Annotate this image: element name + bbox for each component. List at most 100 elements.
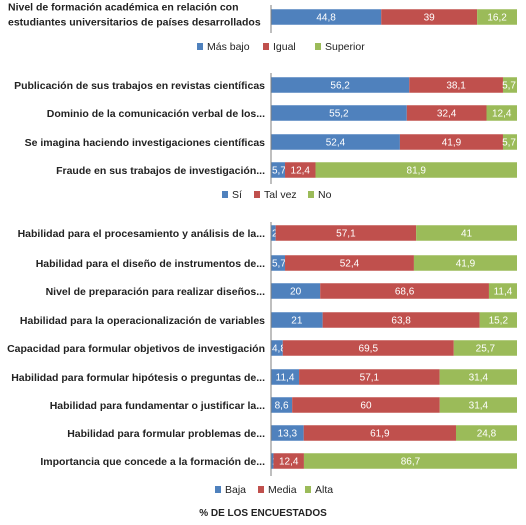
- data-label: 52,4: [326, 138, 346, 149]
- data-label: 61,9: [370, 429, 390, 440]
- data-label: 41,9: [442, 138, 462, 149]
- bar-segment: [271, 425, 304, 441]
- category-label: Nivel de formación académica en relación…: [8, 2, 239, 14]
- bar-segment: [271, 397, 293, 413]
- data-label: 31,4: [469, 401, 489, 412]
- bar-segment: [271, 312, 323, 328]
- category-label: Habilidad para el diseño de instrumentos…: [36, 258, 265, 270]
- data-label: 5,7: [272, 166, 286, 177]
- category-label: Dominio de la comunicación verbal de los…: [47, 108, 265, 120]
- legend-entry: Más bajo: [207, 41, 250, 53]
- data-label: 52,4: [340, 259, 360, 270]
- legend-swatch: [215, 486, 221, 493]
- bar-segment: [477, 9, 517, 25]
- data-label: 55,2: [329, 109, 349, 120]
- bar-segment: [502, 77, 517, 93]
- legend-swatch: [315, 43, 321, 50]
- bar-segment: [416, 225, 517, 241]
- legend-entry: Sí: [232, 189, 242, 201]
- legend-entry: Baja: [225, 484, 246, 496]
- data-label: 5,7: [502, 81, 516, 92]
- data-label: 12,4: [291, 166, 311, 177]
- bar-segment: [453, 340, 517, 356]
- data-label: 4,8: [272, 344, 286, 355]
- bar-segment: [399, 134, 503, 150]
- data-label: 8,6: [275, 401, 289, 412]
- bar-segment: [409, 77, 503, 93]
- bar-segment: [285, 162, 316, 178]
- bar-segment: [271, 105, 407, 121]
- data-label: 32,4: [437, 109, 457, 120]
- category-label: Fraude en sus trabajos de investigación.…: [56, 165, 265, 177]
- data-label: 60: [360, 401, 372, 412]
- data-label: 41,9: [456, 259, 476, 270]
- bar-segment: [455, 425, 517, 441]
- category-label: Se imagina haciendo investigaciones cien…: [25, 137, 266, 149]
- legend-entry: Media: [268, 484, 297, 496]
- bar-segment: [292, 397, 440, 413]
- data-label: 2: [272, 229, 278, 240]
- legend-entry: Igual: [273, 41, 296, 53]
- legend-swatch: [305, 486, 311, 493]
- category-label: Publicación de sus trabajos en revistas …: [14, 80, 265, 92]
- legend-swatch: [258, 486, 264, 493]
- data-label: 41: [461, 229, 473, 240]
- bar-segment: [320, 283, 489, 299]
- bar-segment: [282, 340, 454, 356]
- data-label: 15,2: [489, 316, 509, 327]
- category-label: Habilidad para la operacionalización de …: [20, 315, 265, 327]
- category-label: estudiantes universitarios de países des…: [8, 17, 261, 29]
- bar-segment: [303, 453, 517, 469]
- data-label: 38,1: [446, 81, 466, 92]
- legend-swatch: [197, 43, 203, 50]
- bar-segment: [271, 9, 382, 25]
- legend-entry: No: [318, 189, 332, 201]
- bar-segment: [406, 105, 487, 121]
- data-label: 12,4: [492, 109, 512, 120]
- category-label: Importancia que concede a la formación d…: [40, 456, 265, 468]
- legend-swatch: [308, 191, 314, 198]
- bar-segment: [315, 162, 517, 178]
- legend-entry: Tal vez: [264, 189, 297, 201]
- bar-segment: [273, 453, 304, 469]
- data-label: 13,3: [278, 429, 298, 440]
- bar-segment: [285, 255, 414, 271]
- bar-segment: [439, 369, 517, 385]
- data-label: 63,8: [391, 316, 411, 327]
- bar-segment: [486, 105, 517, 121]
- data-label: 20: [290, 287, 302, 298]
- bar-segment: [479, 312, 517, 328]
- bar-segment: [271, 283, 321, 299]
- chart-panel-1: Nivel de formación académica en relación…: [8, 2, 517, 53]
- data-label: 69,5: [359, 344, 379, 355]
- data-label: 5,7: [502, 138, 516, 149]
- bar-segment: [488, 283, 517, 299]
- category-label: Habilidad para formular problemas de...: [67, 428, 265, 440]
- bar-segment: [322, 312, 480, 328]
- data-label: 31,4: [469, 373, 489, 384]
- category-label: Habilidad para formular hipótesis o preg…: [11, 372, 265, 384]
- category-label: Nivel de preparación para realizar diseñ…: [46, 286, 266, 298]
- bar-segment: [271, 453, 274, 469]
- legend-entry: Superior: [325, 41, 365, 53]
- data-label: 24,8: [477, 429, 497, 440]
- data-label: 5,7: [272, 259, 286, 270]
- data-label: 16,2: [487, 13, 507, 24]
- category-label: Capacidad para formular objetivos de inv…: [7, 343, 265, 355]
- bar-segment: [271, 77, 410, 93]
- data-label: 11,4: [276, 373, 295, 384]
- bar-segment: [271, 162, 286, 178]
- data-label: 57,1: [360, 373, 380, 384]
- bar-segment: [271, 134, 400, 150]
- bar-segment: [381, 9, 478, 25]
- legend-swatch: [263, 43, 269, 50]
- data-label: 21: [291, 316, 303, 327]
- data-label: 25,7: [476, 344, 496, 355]
- data-label: 44,8: [316, 13, 336, 24]
- bar-segment: [303, 425, 456, 441]
- legend-swatch: [222, 191, 228, 198]
- bar-segment: [413, 255, 517, 271]
- bar-segment: [271, 340, 283, 356]
- category-label: Habilidad para el procesamiento y anális…: [18, 228, 266, 240]
